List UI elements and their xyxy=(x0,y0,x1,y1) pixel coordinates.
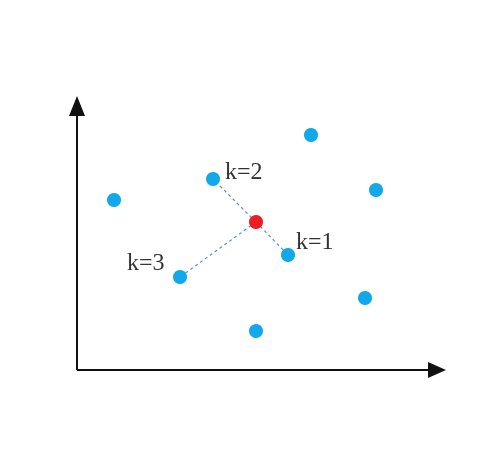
x-axis-arrow-icon xyxy=(428,362,446,378)
connection-k3 xyxy=(179,221,257,278)
data-points xyxy=(107,128,383,338)
connection-k2 xyxy=(212,178,257,223)
data-point xyxy=(358,291,372,305)
y-axis-arrow-icon xyxy=(69,96,85,116)
data-point xyxy=(369,183,383,197)
label-k2: k=2 xyxy=(225,159,263,185)
data-point xyxy=(304,128,318,142)
neighbor-point-k2 xyxy=(206,172,220,186)
neighbor-point-k1 xyxy=(281,248,295,262)
connection-k1 xyxy=(255,221,289,256)
data-point xyxy=(107,193,121,207)
data-point xyxy=(249,324,263,338)
axes xyxy=(69,96,446,378)
label-k3: k=3 xyxy=(127,250,165,276)
neighbor-point-k3 xyxy=(173,270,187,284)
label-k1: k=1 xyxy=(296,229,334,255)
query-point xyxy=(249,215,263,229)
neighbor-connections xyxy=(179,178,289,278)
